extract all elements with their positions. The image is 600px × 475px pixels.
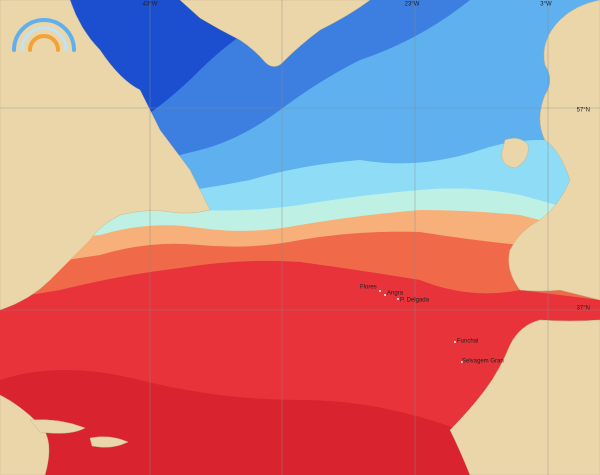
place-dot	[461, 361, 463, 363]
place-label: Funchal	[457, 339, 478, 345]
grid-label: 57°N	[577, 108, 590, 114]
hispaniola	[89, 436, 129, 448]
greenland	[179, 0, 371, 67]
place-label: P. Delgada	[400, 298, 430, 304]
place-label: Angra	[387, 291, 404, 297]
africa	[449, 319, 600, 475]
place-label: Selvagem Gran	[462, 359, 504, 365]
place-dot	[379, 290, 381, 292]
grid-label: 23°W	[405, 2, 420, 8]
cuba	[29, 419, 86, 434]
place-dot	[454, 341, 456, 343]
ireland	[501, 138, 529, 169]
europe	[508, 0, 600, 301]
logo	[12, 18, 76, 52]
place-dot	[397, 298, 399, 300]
ocean-hot	[0, 370, 470, 475]
grid-label: 3°W	[540, 2, 552, 8]
grid-label: 37°N	[577, 306, 590, 312]
grid-label: 43°W	[143, 2, 158, 8]
north-america	[0, 0, 211, 311]
place-label: Flores	[360, 285, 377, 291]
place-dot	[384, 294, 386, 296]
